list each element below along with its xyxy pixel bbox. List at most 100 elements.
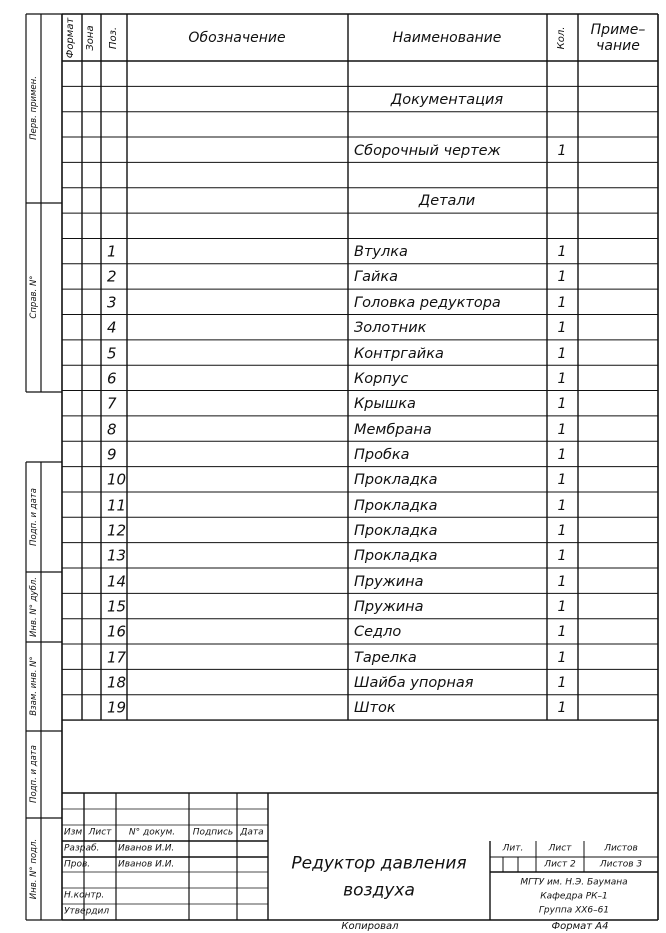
group: Группа ХХ6–61 [538, 905, 610, 916]
row-name: Прокладка [354, 472, 438, 489]
row-name: Прокладка [354, 497, 438, 514]
row-position: 6 [107, 369, 117, 388]
row-name: Втулка [354, 243, 408, 260]
row-quantity: 1 [557, 244, 567, 261]
row-quantity: 1 [557, 370, 567, 387]
row-position: 8 [107, 420, 117, 439]
header-note: чание [596, 37, 640, 54]
row-quantity: 1 [557, 294, 567, 311]
col-change: Изм [63, 827, 83, 838]
row-name: Контргайка [354, 345, 444, 362]
row-quantity: 1 [557, 573, 567, 590]
header-designation: Обозначение [188, 29, 286, 46]
col-sheet: Лист [88, 827, 112, 838]
header-qty: Кол. [556, 26, 567, 49]
row-position: 1 [107, 242, 117, 261]
row-quantity: 1 [557, 649, 567, 666]
row-name: Пружина [354, 598, 424, 615]
sheets-count: Листов 3 [599, 859, 643, 869]
row-position: 11 [107, 496, 127, 515]
row-quantity: 1 [557, 421, 567, 438]
checked-name: Иванов И.И. [118, 859, 175, 869]
developed-name: Иванов И.И. [118, 843, 175, 854]
row-position: 17 [107, 648, 127, 667]
lit-label: Лит. [502, 843, 524, 854]
row-position: 12 [107, 521, 127, 540]
row-position: 19 [107, 698, 127, 717]
row-quantity: 1 [557, 269, 567, 286]
row-position: 9 [107, 445, 117, 464]
margin-label-first-use: Перв. примен. [28, 76, 39, 140]
section-heading: Детали [418, 193, 476, 210]
row-name: Седло [354, 624, 402, 641]
row-position: 10 [107, 470, 127, 489]
row-name: Прокладка [354, 522, 438, 539]
row-quantity: 1 [557, 599, 567, 616]
document-title: Редуктор давления [291, 853, 467, 874]
row-position: 18 [107, 673, 127, 692]
row-quantity: 1 [557, 446, 567, 463]
row-quantity: 1 [557, 700, 567, 717]
header-pos: Поз. [108, 26, 119, 49]
header-name: Наименование [392, 29, 502, 46]
row-name: Мембрана [354, 421, 432, 438]
row-name: Крышка [354, 395, 416, 412]
header-zone: Зона [85, 24, 96, 51]
margin-label-ref-no: Справ. N° [28, 275, 39, 319]
row-position: 4 [107, 318, 117, 337]
norm-control-label: Н.контр. [64, 890, 105, 901]
developed-label: Разраб. [64, 843, 100, 854]
row-quantity: 1 [557, 472, 567, 489]
row-name: Пробка [354, 446, 410, 463]
row-position: 2 [107, 267, 117, 286]
sheets-label: Листов [604, 843, 638, 854]
copied-label: Копировал [341, 921, 399, 932]
row-position: 15 [107, 597, 127, 616]
header-format: Формат [65, 17, 76, 58]
document-title: воздуха [343, 880, 415, 901]
row-name: Шток [354, 700, 396, 717]
row-position: 5 [107, 344, 117, 363]
header-note: Приме– [590, 21, 646, 38]
margin-label-sign-date: Подп. и дата [28, 488, 39, 546]
organization: МГТУ им. Н.Э. Баумана [520, 877, 628, 888]
margin-label-dup-inv: Инв. N° дубл. [28, 577, 39, 637]
approved-label: Утвердил [64, 906, 110, 917]
row-name: Гайка [354, 269, 399, 286]
section-heading: Документация [390, 91, 504, 108]
row-position: 3 [107, 293, 117, 312]
row-name: Сборочный чертеж [354, 142, 501, 159]
row-position: 7 [107, 394, 117, 413]
col-doc-no: N° докум. [128, 827, 176, 838]
row-position: 14 [107, 572, 127, 591]
margin-label-orig-inv: Инв. N° подл. [28, 838, 39, 900]
row-name: Прокладка [354, 548, 438, 565]
row-name: Пружина [354, 573, 424, 590]
row-name: Тарелка [354, 649, 417, 666]
row-quantity: 1 [557, 548, 567, 565]
department: Кафедра РК–1 [540, 891, 608, 902]
format-label: Формат А4 [551, 921, 609, 932]
row-quantity: 1 [557, 345, 567, 362]
row-quantity: 1 [557, 142, 567, 159]
margin-label-sign-date: Подп. и дата [28, 745, 39, 803]
row-quantity: 1 [557, 522, 567, 539]
row-position: 13 [107, 546, 127, 565]
row-position: 16 [107, 622, 127, 641]
sheet-label: Лист [548, 843, 572, 854]
row-name: Золотник [354, 319, 427, 336]
col-date: Дата [240, 827, 264, 838]
row-quantity: 1 [557, 396, 567, 413]
row-quantity: 1 [557, 320, 567, 337]
row-quantity: 1 [557, 675, 567, 692]
row-name: Головка редуктора [354, 294, 501, 311]
sheet-number: Лист 2 [544, 859, 576, 869]
checked-label: Пров. [64, 859, 91, 869]
row-name: Корпус [354, 370, 409, 387]
margin-label-replace-inv: Взам. инв. N° [28, 656, 39, 716]
row-quantity: 1 [557, 624, 567, 641]
row-quantity: 1 [557, 497, 567, 514]
row-name: Шайба упорная [354, 674, 474, 691]
col-signature: Подпись [192, 827, 234, 838]
